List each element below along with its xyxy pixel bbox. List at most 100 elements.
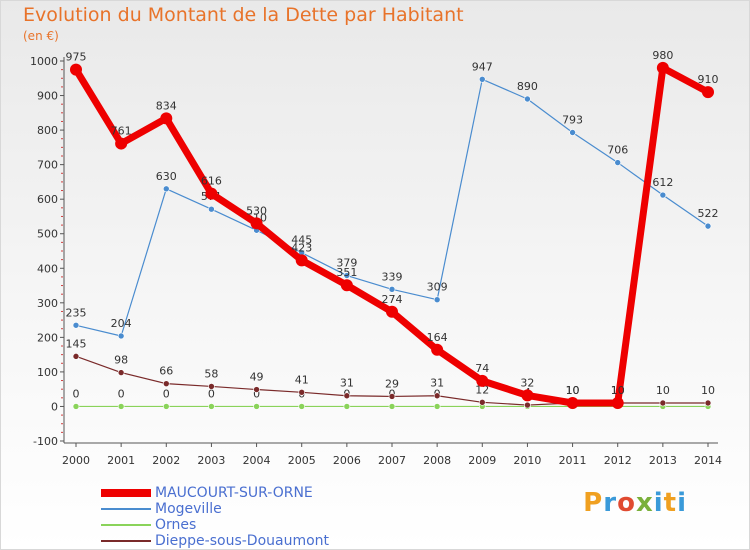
- data-point-dieppe-sous-douaumont: [433, 392, 441, 400]
- data-point-maucourt-sur-orne: [295, 254, 308, 267]
- data-point-ornes: [433, 403, 441, 410]
- data-label-mogeville: 235: [66, 306, 87, 319]
- data-label-maucourt-sur-orne: 10: [566, 384, 580, 397]
- legend-label-dieppe: Dieppe-sous-Douaumont: [155, 533, 330, 549]
- data-label-maucourt-sur-orne: 910: [698, 73, 719, 86]
- data-point-maucourt-sur-orne: [521, 389, 534, 402]
- data-point-mogeville: [659, 191, 667, 199]
- data-label-dieppe-sous-douaumont: 29: [385, 377, 399, 390]
- x-tick-label: 2012: [604, 454, 632, 467]
- data-point-ornes: [117, 403, 125, 410]
- data-point-ornes: [72, 403, 80, 410]
- y-tick-label: 700: [37, 159, 58, 172]
- chart-unit: (en €): [23, 29, 59, 43]
- x-tick-label: 2004: [243, 454, 271, 467]
- data-point-dieppe-sous-douaumont: [298, 388, 306, 396]
- data-point-maucourt-sur-orne: [431, 343, 444, 356]
- data-label-dieppe-sous-douaumont: 10: [701, 384, 715, 397]
- y-tick-label: 300: [37, 297, 58, 310]
- x-tick-label: 2010: [513, 454, 541, 467]
- data-point-dieppe-sous-douaumont: [343, 392, 351, 400]
- data-label-maucourt-sur-orne: 74: [475, 362, 489, 375]
- data-label-maucourt-sur-orne: 980: [652, 49, 673, 62]
- data-point-maucourt-sur-orne: [250, 217, 263, 230]
- x-tick-label: 2003: [197, 454, 225, 467]
- data-label-mogeville: 890: [517, 80, 538, 93]
- data-label-mogeville: 339: [382, 270, 403, 283]
- legend-label-ornes: Ornes: [155, 517, 197, 533]
- x-tick-label: 2001: [107, 454, 135, 467]
- data-label-mogeville: 445: [291, 234, 312, 247]
- data-point-mogeville: [478, 76, 486, 83]
- data-label-ornes: 0: [208, 387, 215, 400]
- data-label-ornes: 0: [163, 387, 170, 400]
- data-point-maucourt-sur-orne: [611, 397, 624, 409]
- legend-swatch-ornes: [101, 524, 151, 526]
- data-label-maucourt-sur-orne: 975: [66, 51, 87, 64]
- data-point-maucourt-sur-orne: [656, 61, 669, 74]
- data-label-dieppe-sous-douaumont: 10: [656, 384, 670, 397]
- data-point-dieppe-sous-douaumont: [388, 393, 396, 400]
- x-tick-label: 2006: [333, 454, 361, 467]
- data-point-maucourt-sur-orne: [386, 305, 398, 318]
- data-label-dieppe-sous-douaumont: 31: [340, 377, 354, 390]
- data-point-dieppe-sous-douaumont: [117, 369, 125, 376]
- data-point-mogeville: [524, 95, 531, 103]
- data-point-mogeville: [117, 332, 125, 340]
- data-label-maucourt-sur-orne: 351: [336, 266, 357, 279]
- data-label-dieppe-sous-douaumont: 58: [204, 367, 218, 380]
- data-label-maucourt-sur-orne: 761: [111, 125, 132, 138]
- data-label-dieppe-sous-douaumont: 31: [430, 377, 444, 390]
- y-tick-label: 100: [37, 366, 58, 379]
- data-label-mogeville: 793: [562, 114, 583, 127]
- x-tick-label: 2005: [288, 454, 316, 467]
- data-point-ornes: [162, 403, 170, 410]
- data-label-mogeville: 612: [652, 176, 673, 189]
- data-point-dieppe-sous-douaumont: [524, 401, 531, 409]
- x-tick-label: 2009: [468, 454, 496, 467]
- data-point-dieppe-sous-douaumont: [704, 399, 712, 407]
- legend-swatch-mogeville: [101, 508, 151, 510]
- data-point-dieppe-sous-douaumont: [162, 380, 170, 387]
- data-label-ornes: 0: [253, 387, 260, 400]
- data-point-maucourt-sur-orne: [70, 63, 82, 76]
- x-tick-label: 2002: [152, 454, 180, 467]
- data-point-ornes: [208, 403, 215, 410]
- data-label-dieppe-sous-douaumont: 66: [159, 365, 173, 378]
- data-label-dieppe-sous-douaumont: 12: [475, 383, 489, 396]
- data-point-mogeville: [343, 272, 351, 279]
- data-label-dieppe-sous-douaumont: 10: [566, 384, 580, 397]
- data-label-maucourt-sur-orne: 530: [246, 204, 267, 217]
- data-label-mogeville: 204: [111, 317, 132, 330]
- data-label-maucourt-sur-orne: 10: [611, 384, 625, 397]
- y-tick-label: -100: [33, 435, 58, 448]
- proxiti-logo: Proxiti: [583, 488, 687, 518]
- data-label-mogeville: 309: [427, 281, 448, 294]
- y-tick-label: 800: [37, 124, 58, 137]
- data-point-dieppe-sous-douaumont: [659, 399, 667, 407]
- x-tick-label: 2014: [694, 454, 722, 467]
- data-label-mogeville: 706: [607, 144, 628, 157]
- y-tick-label: 200: [37, 331, 58, 344]
- legend-label-maucourt: MAUCOURT-SUR-ORNE: [155, 485, 313, 501]
- data-point-mogeville: [388, 286, 396, 293]
- data-point-maucourt-sur-orne: [566, 397, 579, 409]
- y-tick-label: 0: [51, 400, 58, 413]
- legend-swatch-dieppe: [101, 540, 151, 542]
- data-label-maucourt-sur-orne: 274: [382, 293, 403, 306]
- data-label-ornes: 0: [118, 387, 125, 400]
- y-tick-label: 500: [37, 228, 58, 241]
- data-point-ornes: [388, 403, 396, 410]
- data-point-dieppe-sous-douaumont: [208, 383, 215, 390]
- x-tick-label: 2008: [423, 454, 451, 467]
- data-label-mogeville: 522: [698, 207, 719, 220]
- legend-item-ornes: Ornes: [101, 517, 329, 533]
- data-label-mogeville: 630: [156, 170, 177, 183]
- data-label-dieppe-sous-douaumont: 49: [250, 371, 264, 384]
- data-point-mogeville: [569, 129, 576, 136]
- data-label-maucourt-sur-orne: 423: [291, 241, 312, 254]
- x-tick-label: 2013: [649, 454, 677, 467]
- data-point-dieppe-sous-douaumont: [72, 353, 80, 360]
- data-point-mogeville: [162, 185, 170, 193]
- data-label-dieppe-sous-douaumont: 98: [114, 354, 128, 367]
